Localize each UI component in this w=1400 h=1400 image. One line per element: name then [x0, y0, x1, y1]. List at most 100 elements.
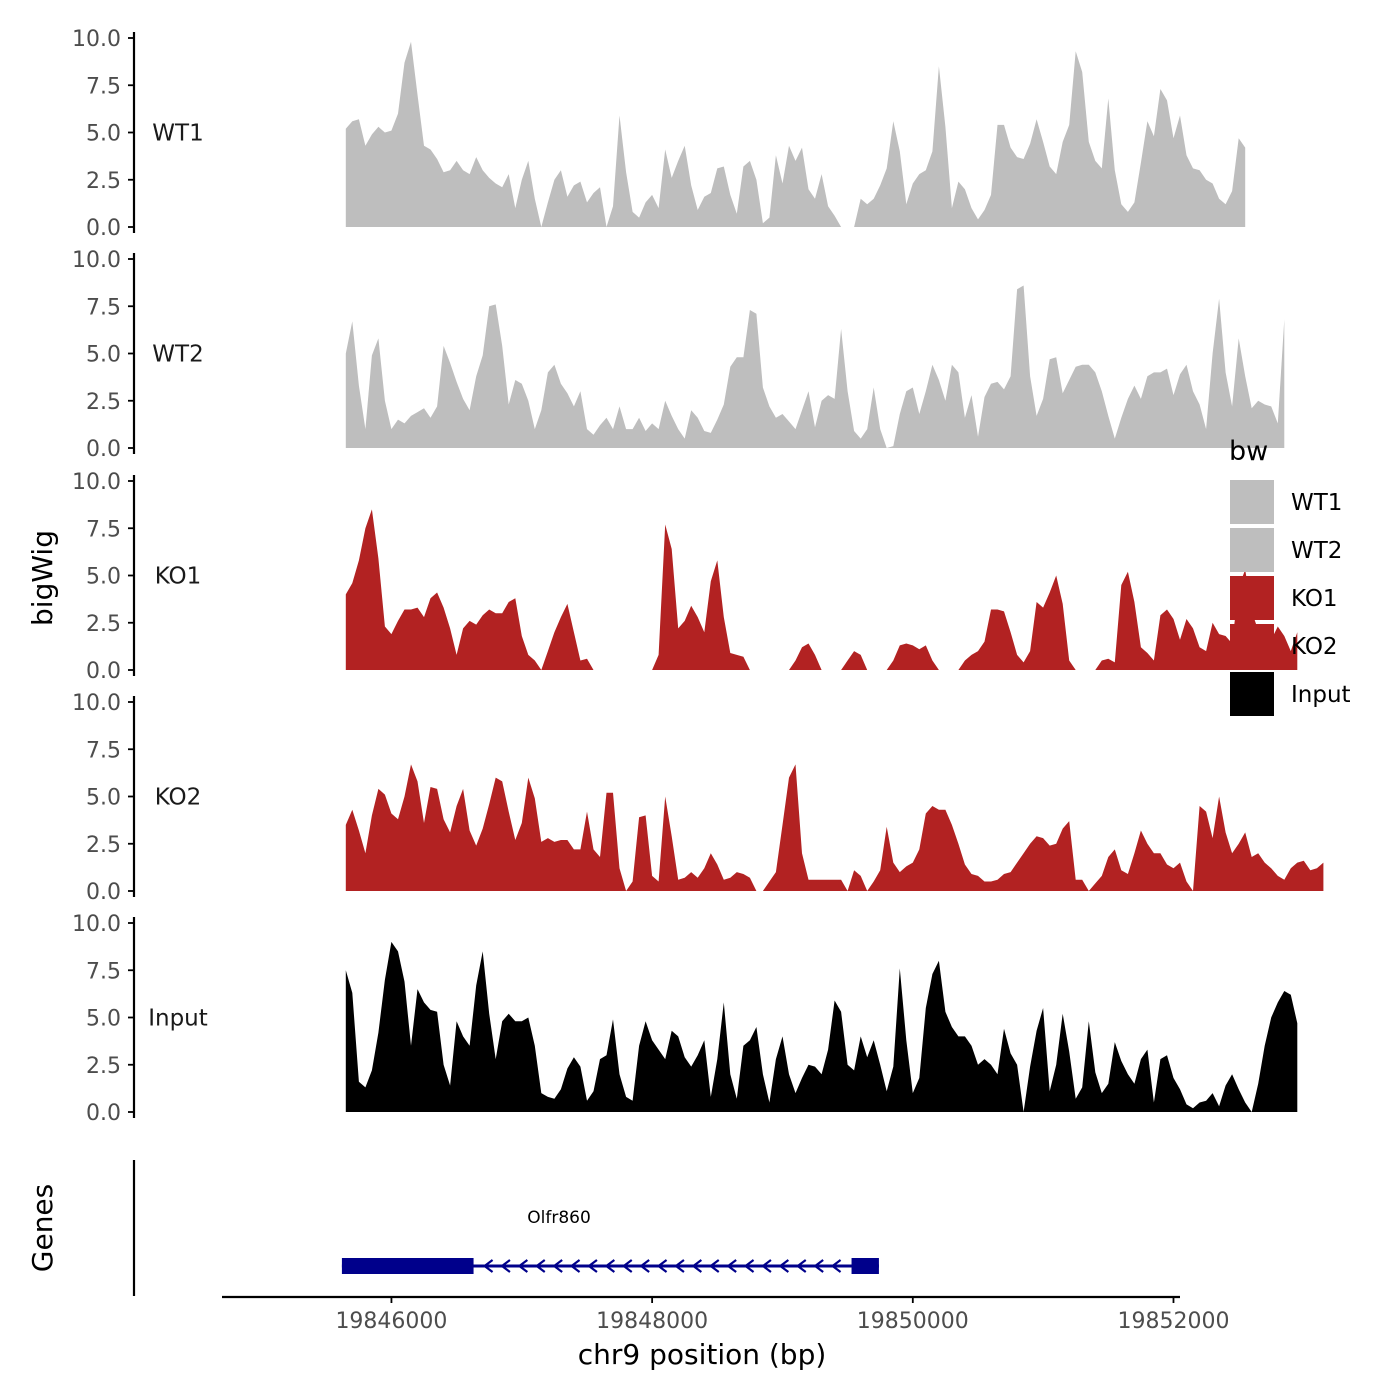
legend-swatch-ko2 [1230, 624, 1274, 668]
genes-panel: Genes Olfr860 [26, 1160, 879, 1296]
strand-arrow [639, 1259, 650, 1273]
strand-arrow [743, 1259, 755, 1273]
coverage-area-ko2-0 [345, 764, 627, 891]
y-tick-label: 5.0 [86, 122, 121, 147]
coverage-area-ko2-1 [626, 796, 757, 891]
y-tick-label: 2.5 [86, 1054, 121, 1079]
coverage-area-ko1-2 [652, 524, 750, 670]
y-tick-label: 7.5 [86, 959, 121, 984]
y-tick-label: 5.0 [86, 786, 121, 811]
legend-title: bw [1229, 436, 1268, 467]
coverage-area-ko1-5 [886, 643, 939, 670]
legend-swatch-wt1 [1230, 480, 1274, 524]
strand-arrow [726, 1259, 737, 1273]
y-tick-label: 10.0 [72, 912, 121, 937]
coverage-area-wt2-0 [345, 304, 887, 448]
track-label-input: Input [148, 1006, 208, 1032]
track-wt1: 0.0 2.5 5.0 7.5 10.0 WT1 [72, 27, 1246, 241]
legend-label-wt2: WT2 [1291, 538, 1342, 564]
track-ko2: 0.0 2.5 5.0 7.5 10.0 KO2 [72, 691, 1324, 905]
coverage-area-input-1 [1023, 1008, 1252, 1112]
genes-title: Genes [26, 1184, 59, 1272]
coverage-area-input-0 [345, 941, 1024, 1112]
legend-label-input: Input [1291, 682, 1351, 708]
strand-arrow [830, 1259, 842, 1273]
strand-arrow [534, 1259, 546, 1273]
x-tick-label: 19848000 [596, 1309, 708, 1334]
gene-label: Olfr860 [527, 1208, 591, 1228]
y-tick-label: 2.5 [86, 390, 121, 415]
y-tick-label: 2.5 [86, 169, 121, 194]
track-label-wt2: WT2 [152, 342, 203, 368]
coverage-area-ko2-4 [867, 806, 1089, 891]
y-tick-label: 7.5 [86, 295, 121, 320]
y-tick-label: 10.0 [72, 27, 121, 52]
strand-arrow [761, 1259, 772, 1273]
strand-arrow [569, 1259, 581, 1273]
legend: bw WT1 WT2 KO1 KO2 Input [1229, 436, 1351, 716]
y-tick-label: 0.0 [86, 880, 121, 905]
coverage-area-wt1-0 [345, 41, 542, 227]
y-tick-label: 7.5 [86, 517, 121, 542]
strand-arrow [656, 1259, 668, 1273]
strand-arrow [552, 1259, 563, 1273]
x-axis: 19846000 19848000 19850000 19852000 [222, 1295, 1229, 1334]
y-tick-label: 2.5 [86, 612, 121, 637]
coverage-area-wt1-2 [606, 115, 842, 227]
x-axis-title: chr9 position (bp) [578, 1338, 827, 1371]
coverage-area-ko2-6 [1193, 796, 1324, 891]
track-label-wt1: WT1 [152, 121, 203, 147]
y-tick-label: 10.0 [72, 691, 121, 716]
strand-arrow [674, 1259, 685, 1273]
coverage-area-ko2-3 [847, 870, 868, 891]
strand-arrow [691, 1259, 703, 1273]
gene-exon [851, 1258, 879, 1274]
track-input: 0.0 2.5 5.0 7.5 10.0 Input [72, 912, 1298, 1126]
coverage-area-ko1-0 [345, 509, 542, 670]
y-tick-label: 0.0 [86, 659, 121, 684]
coverage-area-input-2 [1251, 991, 1298, 1112]
strand-arrow [517, 1259, 529, 1273]
track-label-ko1: KO1 [155, 564, 202, 590]
y-tick-label: 5.0 [86, 1007, 121, 1032]
strand-arrow [778, 1259, 790, 1273]
coverage-area-ko2-5 [1088, 830, 1193, 891]
coverage-area-ko1-3 [789, 643, 822, 670]
x-tick-label: 19846000 [335, 1309, 447, 1334]
y-tick-label: 5.0 [86, 343, 121, 368]
strand-arrow [708, 1259, 720, 1273]
x-tick-label: 19850000 [857, 1309, 969, 1334]
y-tick-label: 10.0 [72, 248, 121, 273]
x-tick-label: 19852000 [1117, 1309, 1229, 1334]
coverage-tracks: 0.02.55.07.510.0WT10.02.55.07.510.0WT20.… [72, 27, 1324, 1126]
strand-arrow [482, 1259, 494, 1273]
coverage-area-wt2-1 [886, 285, 1285, 448]
gene-olfr860: Olfr860 [341, 1208, 879, 1274]
coverage-area-ko1-4 [841, 651, 868, 670]
y-axis-title: bigWig [26, 530, 59, 626]
y-tick-label: 0.0 [86, 437, 121, 462]
coverage-area-wt1-3 [854, 51, 1246, 228]
strand-arrow [587, 1259, 598, 1273]
track-wt2: 0.0 2.5 5.0 7.5 10.0 WT2 [72, 248, 1285, 462]
strand-arrow [795, 1259, 807, 1273]
y-tick-label: 7.5 [86, 74, 121, 99]
legend-swatch-input [1230, 672, 1274, 716]
track-label-ko2: KO2 [155, 785, 202, 811]
strand-arrow [621, 1259, 633, 1273]
legend-label-ko2: KO2 [1291, 634, 1338, 660]
coverage-area-ko1-1 [541, 603, 594, 670]
coverage-area-wt1-1 [541, 170, 607, 227]
strand-arrow [813, 1259, 824, 1273]
legend-label-ko1: KO1 [1291, 586, 1338, 612]
coverage-area-ko2-2 [762, 764, 848, 891]
gene-exon [341, 1258, 474, 1274]
y-tick-label: 2.5 [86, 833, 121, 858]
y-tick-label: 7.5 [86, 738, 121, 763]
legend-swatch-wt2 [1230, 528, 1274, 572]
strand-arrow [500, 1259, 511, 1273]
y-tick-label: 5.0 [86, 565, 121, 590]
y-tick-label: 0.0 [86, 216, 121, 241]
